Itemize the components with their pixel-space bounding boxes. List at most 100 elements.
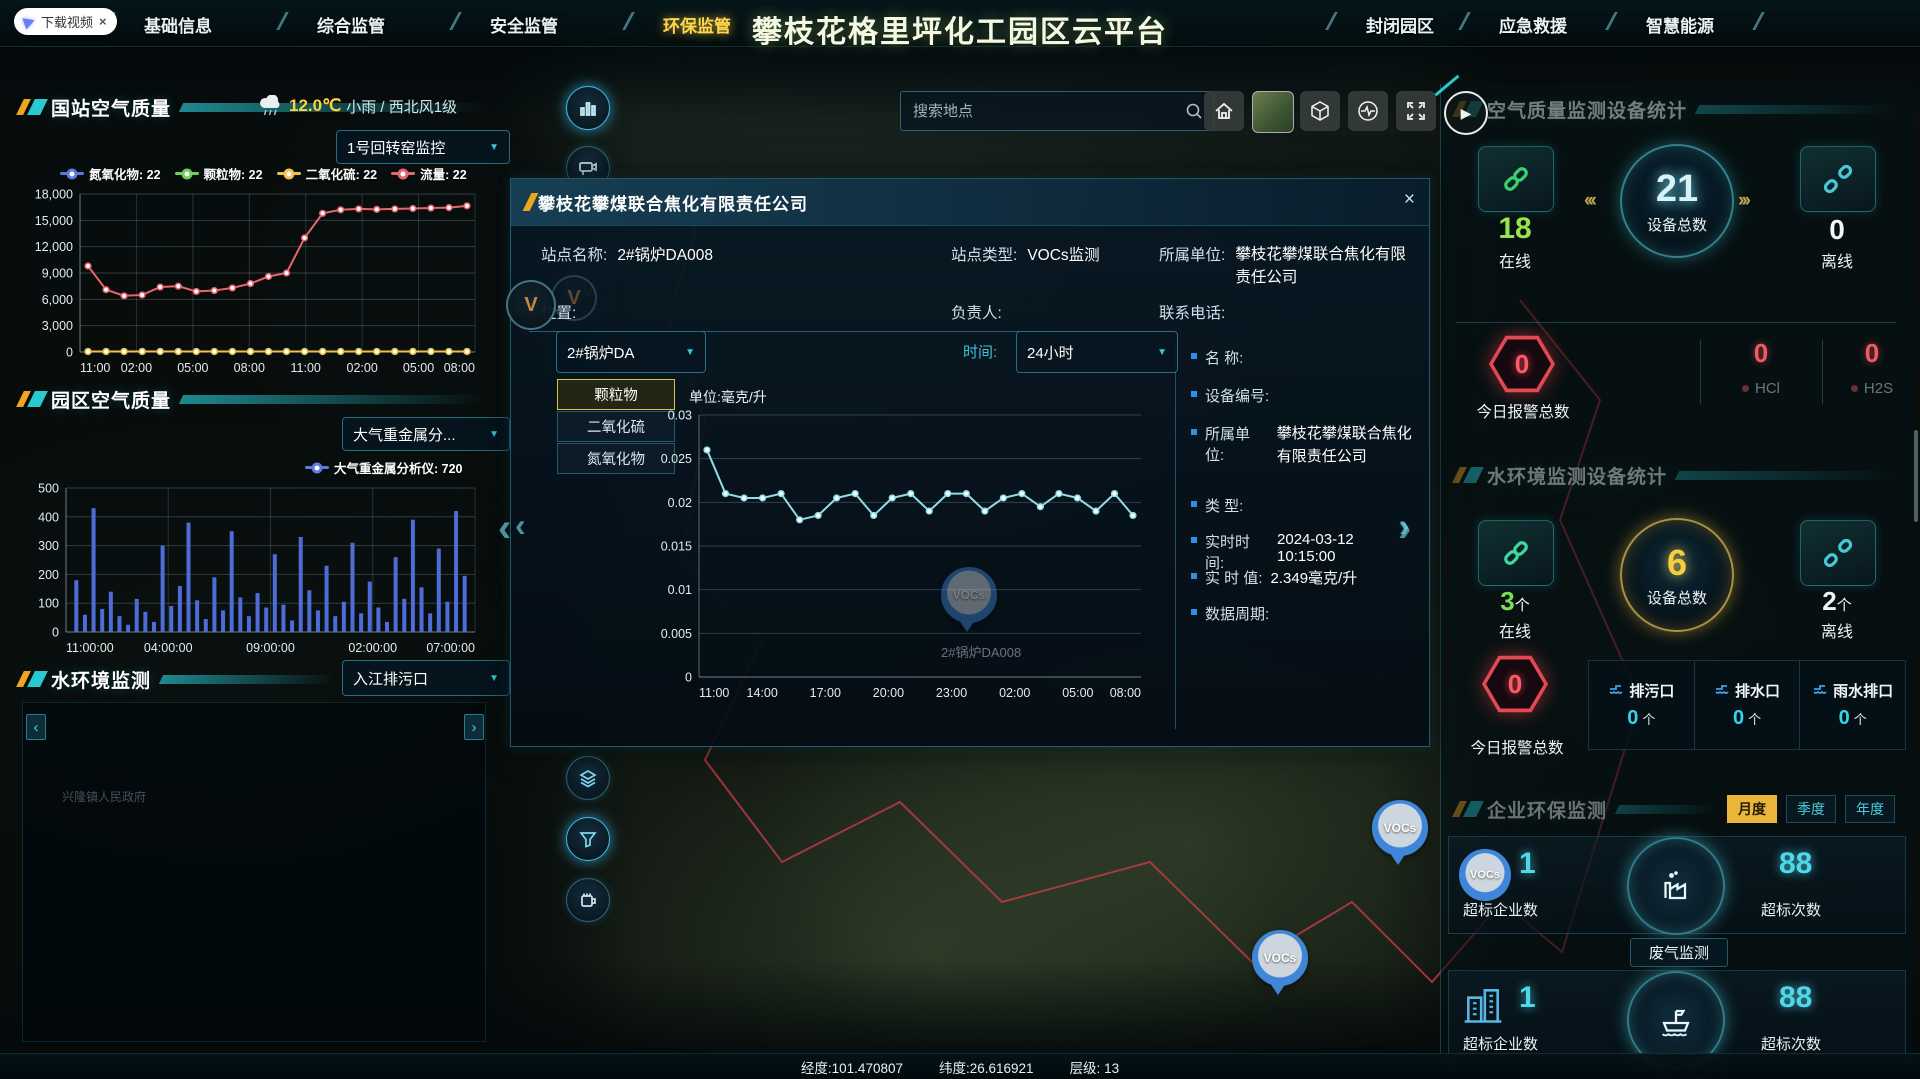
water-offline-count: 2个 — [1822, 586, 1852, 616]
pipe-icon — [1715, 684, 1729, 694]
info-data-period: 数据周期: — [1191, 603, 1416, 624]
station-trend-chart: 0 0.005 0.01 0.015 0.02 0.025 0.03 11:00 14:00 17… — [661, 409, 1141, 701]
panel-water-header: 水环境监测 — [16, 666, 338, 692]
dialog-next-arrow[interactable]: › — [1399, 507, 1410, 543]
nav-item-closed-park[interactable]: 封闭园区 — [1366, 17, 1434, 36]
nav-item-environment-active[interactable]: 环保监管 — [663, 17, 731, 36]
nav-item-emergency[interactable]: 应急救援 — [1499, 17, 1567, 36]
ship-water-icon — [1661, 1009, 1690, 1037]
statistics-tool-button[interactable] — [566, 86, 610, 130]
outfall-dropdown[interactable]: 入江排污口 ▼ — [342, 660, 510, 696]
svg-text:0.01: 0.01 — [668, 583, 692, 597]
legend-item-flow[interactable]: 流量: 22 — [391, 164, 467, 183]
vocs-marker-icon: VOCs — [1372, 800, 1428, 856]
vocs-map-marker[interactable]: VOCs — [1252, 930, 1308, 1003]
waste-gas-pill-label[interactable]: 废气监测 — [1630, 938, 1728, 967]
info-realtime-time: 实时时间: 2024-03-12 10:15:00 — [1191, 531, 1416, 573]
metal-analyzer-dropdown[interactable]: 大气重金属分... ▼ — [342, 417, 510, 451]
exceed-company-label: 超标企业数 — [1463, 1036, 1539, 1053]
map-carousel-prev[interactable]: ‹ — [498, 506, 512, 550]
tab-monthly[interactable]: 月度 — [1727, 795, 1777, 823]
dialog-close-icon[interactable]: × — [1403, 189, 1415, 210]
station-select-dropdown[interactable]: 1号回转窑监控 ▼ — [336, 130, 510, 164]
svg-text:0: 0 — [685, 671, 692, 685]
page-title: 攀枝花格里坪化工园区云平台 — [752, 16, 1168, 49]
search-input[interactable] — [911, 101, 1185, 121]
map-monitor-button[interactable] — [1348, 91, 1388, 131]
svg-text:400: 400 — [38, 510, 59, 524]
param-button-particulate[interactable]: 颗粒物 — [557, 379, 675, 410]
nav-item-basic-info[interactable]: 基础信息 — [144, 17, 212, 36]
chevron-down-icon: ▼ — [685, 346, 695, 358]
carousel-prev-button[interactable]: ‹ — [26, 714, 46, 740]
svg-text:0.025: 0.025 — [661, 452, 692, 466]
water-offline-label: 离线 — [1820, 624, 1853, 641]
svg-text:11:00: 11:00 — [291, 361, 321, 375]
svg-text:14:00: 14:00 — [747, 686, 778, 700]
nav-item-safety[interactable]: 安全监管 — [490, 17, 558, 36]
scrollbar-thumb[interactable] — [1914, 430, 1918, 522]
map-3d-button[interactable] — [1300, 91, 1340, 131]
field-owner-unit: 所属单位: 攀枝花攀煤联合焦化有限责任公司 — [1159, 246, 1406, 287]
legend-item-nox[interactable]: 氮氧化物: 22 — [60, 164, 161, 183]
waste-gas-icon-circle — [1627, 837, 1725, 935]
svg-text:04:00:00: 04:00:00 — [144, 641, 193, 655]
field-station-name: 站点名称: 2#锅炉DA008 — [541, 247, 713, 264]
chevron-down-icon: ▼ — [489, 141, 499, 153]
water-alarm-hexagon: 0 — [1482, 654, 1548, 714]
alarm-hexagon: 0 — [1489, 334, 1555, 394]
param-button-nox[interactable]: 氮氧化物 — [557, 443, 675, 474]
svg-text:08:00: 08:00 — [234, 361, 265, 375]
device-tool-button[interactable] — [566, 878, 610, 922]
field-manager: 负责人: — [951, 305, 1002, 322]
field-station-type: 站点类型: VOCs监测 — [951, 247, 1100, 264]
legend-item-so2[interactable]: 二氧化硫: 22 — [276, 164, 377, 183]
filter-tool-button[interactable] — [566, 817, 610, 861]
map-play-button[interactable]: ▶ — [1444, 91, 1488, 135]
video-download-icon — [22, 13, 37, 30]
carousel-next-button[interactable]: › — [464, 714, 484, 740]
pulse-icon — [1358, 101, 1378, 121]
legend-item-pm[interactable]: 颗粒物: 22 — [174, 164, 263, 183]
nav-slash-icon — [276, 12, 289, 30]
basemap-switch-button[interactable] — [1252, 91, 1294, 133]
svg-text:6,000: 6,000 — [42, 293, 73, 307]
layers-icon — [579, 770, 597, 788]
bullet-icon — [1191, 573, 1197, 579]
vocs-map-marker[interactable]: VOCs — [1372, 800, 1428, 873]
layers-tool-button[interactable] — [566, 756, 610, 800]
nav-item-comprehensive[interactable]: 综合监管 — [317, 17, 385, 36]
svg-text:02:00: 02:00 — [347, 361, 378, 375]
machine-icon — [581, 893, 596, 907]
close-icon[interactable]: × — [99, 14, 107, 29]
fullscreen-button[interactable] — [1396, 91, 1436, 131]
search-icon[interactable] — [1185, 102, 1203, 120]
water-total-count: 6 — [1666, 542, 1688, 583]
svg-text:12,000: 12,000 — [35, 240, 73, 254]
param-button-so2[interactable]: 二氧化硫 — [557, 411, 675, 442]
dialog-prev-arrow[interactable]: ‹ — [515, 507, 526, 543]
vocs-station-marker-v[interactable]: V — [506, 280, 556, 330]
exceed-times-count: 88 — [1779, 847, 1813, 880]
header-slash-icon — [522, 193, 539, 211]
tab-yearly[interactable]: 年度 — [1845, 795, 1895, 823]
panel-national-air-header: 国站空气质量 — [16, 94, 488, 120]
dialog-station-dropdown[interactable]: 2#锅炉DA ▼ — [556, 331, 706, 373]
online-device-box — [1478, 146, 1554, 212]
tab-quarterly[interactable]: 季度 — [1786, 795, 1836, 823]
legend-item-metal-analyzer[interactable]: 大气重金属分析仪: 720 — [305, 458, 463, 477]
online-count: 18 — [1498, 212, 1532, 245]
map-carousel-next[interactable]: › — [1398, 506, 1412, 550]
legend-marker — [174, 168, 199, 179]
nav-slash-icon — [1325, 12, 1338, 30]
h2s-count: 0 — [1864, 338, 1880, 368]
nav-item-smart-energy[interactable]: 智慧能源 — [1646, 17, 1714, 36]
download-video-pill[interactable]: 下载视频 × — [14, 8, 117, 35]
info-device-no: 设备编号: — [1191, 385, 1416, 406]
time-range-dropdown[interactable]: 24小时 ▼ — [1016, 331, 1178, 373]
svg-text:11:00:00: 11:00:00 — [66, 641, 114, 655]
map-home-button[interactable] — [1204, 91, 1244, 131]
nav-slash-icon — [449, 12, 462, 30]
water-alarm-count: 0 — [1507, 668, 1523, 699]
water-total-label: 设备总数 — [1646, 590, 1707, 607]
